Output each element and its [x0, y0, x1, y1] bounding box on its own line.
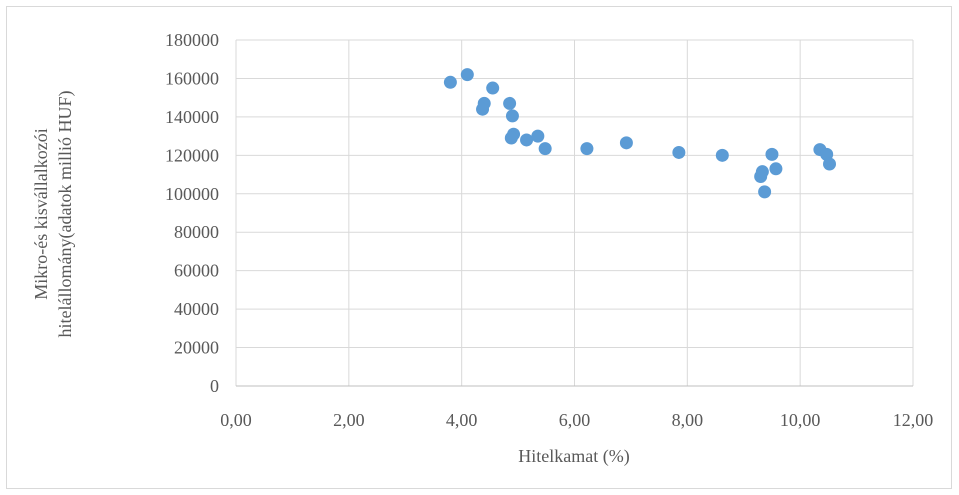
- data-point: [715, 148, 729, 162]
- data-point: [505, 109, 519, 123]
- y-tick-label: 160000: [165, 68, 219, 88]
- y-tick-label: 40000: [174, 299, 219, 319]
- data-point: [769, 162, 783, 176]
- x-tick-label: 12,00: [893, 410, 934, 430]
- y-tick-labels: 0 20000 40000 60000 80000 100000 120000 140000 1…: [165, 30, 219, 396]
- y-tick-label: 120000: [165, 145, 219, 165]
- y-tick-label: 20000: [174, 338, 219, 358]
- horizontal-gridlines: [236, 39, 913, 349]
- data-point: [755, 165, 769, 179]
- data-point: [520, 133, 534, 147]
- x-tick-label: 8,00: [672, 410, 704, 430]
- x-tick-label: 0,00: [220, 410, 252, 430]
- x-tick-label: 2,00: [333, 410, 365, 430]
- y-axis-title-line-2: hitelállomány(adatok millió HUF): [55, 91, 76, 338]
- data-point: [486, 81, 500, 95]
- data-point: [476, 102, 490, 116]
- data-point: [504, 131, 518, 145]
- data-point: [823, 157, 837, 171]
- x-axis-title: Hitelkamat (%): [518, 446, 629, 467]
- x-tick-labels: 0,00 2,00 4,00 6,00 8,00 10,00 12,00: [220, 410, 933, 430]
- y-axis-title-line-1: Mikro-és kisvállalkozói: [31, 128, 51, 299]
- y-tick-label: 0: [210, 376, 219, 396]
- data-point: [443, 75, 457, 89]
- data-point: [672, 145, 686, 159]
- y-tick-label: 80000: [174, 222, 219, 242]
- data-point: [765, 147, 779, 161]
- vertical-gridlines: [235, 40, 914, 386]
- y-tick-label: 180000: [165, 30, 219, 50]
- data-point: [460, 68, 474, 82]
- chart-frame: [6, 6, 952, 489]
- data-points: [443, 68, 837, 199]
- data-point: [538, 142, 552, 156]
- data-point: [758, 185, 772, 199]
- data-point: [619, 136, 633, 150]
- data-point: [503, 96, 517, 110]
- data-point: [580, 142, 594, 156]
- y-tick-label: 60000: [174, 261, 219, 281]
- y-tick-label: 140000: [165, 107, 219, 127]
- y-tick-label: 100000: [165, 184, 219, 204]
- x-tick-label: 10,00: [780, 410, 821, 430]
- x-tick-label: 4,00: [446, 410, 478, 430]
- x-tick-label: 6,00: [559, 410, 591, 430]
- data-point: [531, 129, 545, 143]
